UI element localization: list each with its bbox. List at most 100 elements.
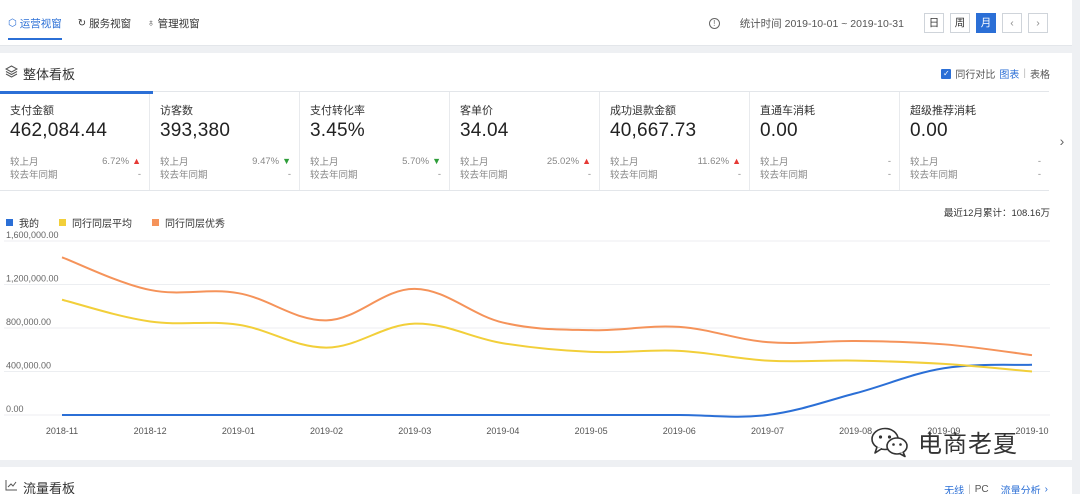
mom-value: 25.02% (546, 155, 580, 167)
chevron-right-icon[interactable]: › (1044, 484, 1048, 494)
metric-name: 支付金额 (10, 105, 54, 117)
mom-value: 11.62% (697, 155, 730, 167)
wechat-icon (871, 427, 908, 457)
trend-line-chart: 1,600,000.00 1,200,000.00 800,000.00 400,00… (4, 230, 1050, 436)
yoy-label: 较去年同期 (310, 170, 358, 181)
mom-label: 较上月 (610, 157, 639, 168)
legend-item-peer-average[interactable]: 同行同层平均 (59, 215, 132, 230)
divider: | (1023, 68, 1026, 79)
tab-management[interactable]: ♁ 管理视窗 (147, 0, 200, 46)
yoy-label: 较去年同期 (610, 170, 658, 181)
y-tick-label: 1,200,000.00 (6, 274, 59, 284)
mom-label: 较上月 (160, 157, 189, 168)
x-tick-label: 2019-02 (310, 426, 343, 436)
x-tick-label: 2019-04 (486, 426, 519, 436)
info-icon[interactable]: ! (708, 17, 720, 29)
watermark: 电商老夏 (870, 424, 1018, 459)
compare-checkbox[interactable]: ✓ (941, 68, 952, 79)
yoy-value: - (737, 168, 741, 180)
pc-link[interactable]: PC (974, 484, 989, 494)
metric-name: 访客数 (160, 105, 193, 117)
y-tick-label: 0.00 (6, 404, 24, 414)
stat-time: 统计时间 2019-10-01 ~ 2019-10-31 (739, 17, 904, 30)
arrow-down-icon: ▼ (282, 156, 291, 166)
series-line-mine[interactable] (61, 363, 1033, 418)
metric-card[interactable]: 支付金额 462,084.44 较上月 6.72% ▲ 较去年同期 - (0, 91, 153, 190)
metric-mom-row: 较上月 - (760, 154, 891, 169)
legend-item-mine[interactable]: 我的 (6, 215, 39, 230)
x-tick-label: 2018-12 (134, 426, 167, 436)
wireless-link[interactable]: 无线 (944, 486, 965, 494)
yoy-value: - (137, 168, 141, 180)
mom-value: - (1037, 155, 1041, 167)
legend-swatch (152, 219, 159, 226)
metric-value: 0.00 (760, 120, 798, 141)
tab-label: 运营视窗 (19, 17, 62, 30)
tab-service[interactable]: ↻ 服务视窗 (78, 0, 131, 46)
mom-label: 较上月 (10, 157, 39, 168)
metric-card[interactable]: 成功退款金额 40,667.73 较上月 11.62% ▲ 较去年同期 - (600, 92, 750, 190)
metrics-next-arrow-icon[interactable]: › (1059, 133, 1065, 149)
legend-item-peer-excellent[interactable]: 同行同层优秀 (152, 215, 225, 230)
mom-label: 较上月 (760, 157, 789, 168)
x-tick-label: 2019-07 (751, 426, 784, 436)
mom-value: 5.70% (402, 155, 430, 167)
panel-title: 流量看板 (23, 481, 76, 494)
table-view-link[interactable]: 表格 (1030, 70, 1050, 81)
metric-card[interactable]: 超级推荐消耗 0.00 较上月 - 较去年同期 - (900, 92, 1049, 190)
period-month-button[interactable]: 月 (976, 13, 996, 33)
yoy-value: - (587, 168, 591, 180)
series-line-peer-average[interactable] (61, 298, 1033, 373)
metric-card[interactable]: 支付转化率 3.45% 较上月 5.70% ▼ 较去年同期 - (300, 92, 450, 190)
next-period-button[interactable]: › (1028, 13, 1048, 33)
mom-value: 9.47% (252, 155, 280, 167)
overall-dashboard-panel: 整体看板 ✓ 同行对比 图表 | 表格 支付金额 462,084.44 较上月 6.7… (0, 53, 1072, 460)
mom-value: - (887, 155, 891, 167)
metric-card[interactable]: 直通车消耗 0.00 较上月 - 较去年同期 - (750, 92, 900, 190)
y-tick-label: 800,000.00 (6, 317, 51, 327)
metric-yoy-row: 较去年同期 - (760, 167, 891, 182)
metric-value: 40,667.73 (610, 120, 697, 141)
chart-view-link[interactable]: 图表 (999, 70, 1020, 81)
yoy-label: 较去年同期 (460, 170, 508, 181)
panel-title: 整体看板 (23, 67, 76, 82)
metric-yoy-row: 较去年同期 - (160, 167, 291, 182)
metric-card[interactable]: 客单价 34.04 较上月 25.02% ▲ 较去年同期 - (450, 92, 600, 190)
metric-cards: 支付金额 462,084.44 较上月 6.72% ▲ 较去年同期 - 访客数 393,380 较… (0, 91, 1049, 191)
mom-label: 较上月 (310, 157, 339, 168)
arrow-down-icon: ▼ (432, 156, 441, 166)
x-tick-label: 2019-01 (222, 426, 255, 436)
x-tick-label: 2019-09 (927, 426, 960, 436)
metric-card[interactable]: 访客数 393,380 较上月 9.47% ▼ 较去年同期 - (150, 92, 300, 190)
series-line-peer-excellent[interactable] (61, 256, 1033, 357)
period-day-button[interactable]: 日 (924, 13, 944, 33)
mom-label: 较上月 (460, 157, 489, 168)
x-tick-label: 2019-06 (663, 426, 696, 436)
tab-label: 服务视窗 (89, 17, 132, 30)
tab-operations[interactable]: ⬡ 运营视窗 (8, 0, 62, 46)
yoy-value: - (437, 168, 441, 180)
compare-label: 同行对比 (955, 70, 996, 81)
traffic-dashboard-panel: 流量看板 无线 | PC 流量分析 › (0, 467, 1072, 494)
traffic-analysis-link[interactable]: 流量分析 (1000, 486, 1041, 494)
yoy-label: 较去年同期 (760, 170, 808, 181)
metric-mom-row: 较上月 6.72% ▲ (10, 154, 141, 169)
metric-mom-row: 较上月 - (910, 154, 1041, 169)
metric-value: 0.00 (910, 120, 948, 141)
prev-period-button[interactable]: ‹ (1002, 13, 1022, 33)
period-controls: ! 统计时间 2019-10-01 ~ 2019-10-31 日 周 月 ‹ › (708, 0, 1048, 46)
metric-mom-row: 较上月 9.47% ▼ (160, 154, 291, 169)
metric-name: 成功退款金额 (610, 105, 676, 117)
arrow-up-icon: ▲ (732, 156, 741, 166)
legend-label: 同行同层优秀 (165, 219, 225, 230)
arrow-up-icon: ▲ (582, 156, 591, 166)
yoy-value: - (1037, 168, 1041, 180)
divider: | (968, 484, 971, 494)
yoy-label: 较去年同期 (10, 170, 58, 181)
y-tick-label: 400,000.00 (6, 361, 51, 371)
layers-icon (5, 65, 18, 78)
legend-label: 我的 (19, 219, 39, 230)
period-week-button[interactable]: 周 (950, 13, 970, 33)
watermark-text: 电商老夏 (918, 430, 1018, 458)
trend-chart-icon (5, 480, 17, 491)
